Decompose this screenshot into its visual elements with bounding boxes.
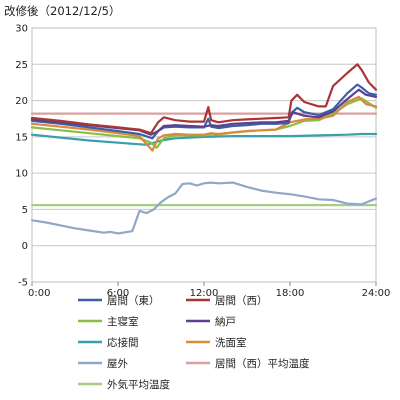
x-axis-ticks: 0:00 6:00 12:00 18:00 24:00: [28, 282, 390, 299]
plot-area: [31, 27, 377, 283]
y-tick-label: 30: [15, 24, 28, 35]
series-line-6: [30, 181, 378, 235]
x-tick-label: 18:00: [276, 288, 305, 299]
x-tick-label: 6:00: [107, 288, 129, 299]
legend-label: 居間（西）平均温度: [215, 357, 310, 370]
legend-label: 外気平均温度: [107, 378, 170, 391]
series-line-5: [30, 95, 378, 152]
y-axis-ticks: -5 0 5 10 15 20 25 30: [15, 24, 28, 289]
y-tick-label: 20: [15, 96, 28, 107]
x-tick-label: 12:00: [190, 288, 219, 299]
legend-label: 洗面室: [215, 336, 247, 349]
series-line-4: [30, 132, 378, 146]
chart-title: 改修後（2012/12/5）: [4, 4, 120, 18]
x-tick-label: 24:00: [362, 288, 391, 299]
y-tick-label: 25: [15, 60, 28, 71]
legend-label: 屋外: [107, 358, 128, 370]
legend-label: 居間（西）: [215, 295, 268, 307]
y-tick-label: 15: [15, 132, 28, 143]
grid: [32, 63, 376, 247]
legend-label: 主寝室: [107, 315, 139, 328]
y-tick-label: 10: [15, 169, 28, 180]
x-tick-label: 0:00: [28, 288, 50, 299]
y-tick-label: 5: [22, 205, 28, 216]
legend-label: 居間（東）: [107, 294, 160, 307]
series-lines: [30, 63, 378, 235]
series-line-0: [30, 83, 378, 140]
series-line-1: [30, 63, 378, 135]
y-tick-label: -5: [18, 278, 28, 289]
legend-label: 応接間: [107, 336, 139, 349]
y-tick-label: 0: [22, 241, 28, 252]
legend-label: 納戸: [215, 315, 236, 328]
